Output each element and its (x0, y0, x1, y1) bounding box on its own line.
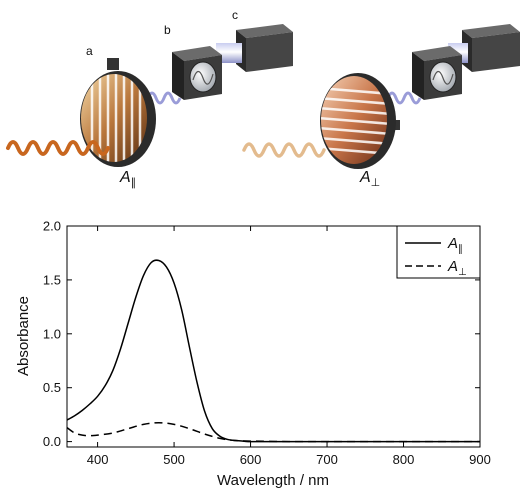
x-tick-label: 500 (163, 452, 185, 467)
absorbance-chart: 400 500 600 700 800 900 0.0 0.5 1.0 1.5 2.0 Wavele… (15, 219, 491, 490)
panel-label-parallel: A∥ (119, 169, 136, 189)
sample-disc-parallel-icon (80, 58, 156, 167)
y-tick-label: 2.0 (43, 219, 61, 234)
y-tick-label: 0.0 (43, 434, 61, 449)
y-tick-label: 0.5 (43, 380, 61, 395)
label-b: b (164, 23, 171, 37)
label-a: a (86, 44, 93, 58)
legend-label-parallel: A∥ (447, 235, 463, 255)
x-tick-label: 600 (240, 452, 262, 467)
polarizer-cube-icon (412, 46, 462, 100)
legend-box (396, 225, 481, 279)
transmitted-wave-perpendicular (242, 142, 326, 158)
x-tick-label: 900 (469, 452, 491, 467)
x-tick-label: 700 (316, 452, 338, 467)
legend-label-perpendicular: A⊥ (447, 258, 467, 278)
lamp-box-icon (462, 24, 520, 72)
polarized-wave-b (386, 91, 422, 105)
plot-frame (66, 225, 481, 448)
series-line-parallel (66, 259, 480, 443)
illustration-perpendicular: A⊥ (242, 24, 520, 189)
y-axis-label: Absorbance (15, 296, 32, 376)
x-axis-label: Wavelength / nm (217, 472, 329, 489)
lamp-box-icon (236, 24, 293, 72)
illustration-parallel: a b c A∥ (6, 8, 293, 189)
panel-label-perpendicular: A⊥ (359, 169, 380, 189)
light-beam (216, 43, 242, 63)
label-c: c (232, 8, 238, 22)
legend: A∥ A⊥ (396, 225, 481, 279)
transmitted-wave-parallel (6, 140, 110, 156)
y-tick-label: 1.5 (43, 272, 61, 287)
y-tick-label: 1.0 (43, 326, 61, 341)
sample-disc-perpendicular-icon (320, 73, 400, 169)
x-tick-label: 800 (393, 452, 415, 467)
series-line-perpendicular (66, 421, 480, 443)
polarizer-cube-icon (172, 46, 222, 100)
x-tick-label: 400 (87, 452, 109, 467)
polarized-wave-b (146, 91, 182, 105)
